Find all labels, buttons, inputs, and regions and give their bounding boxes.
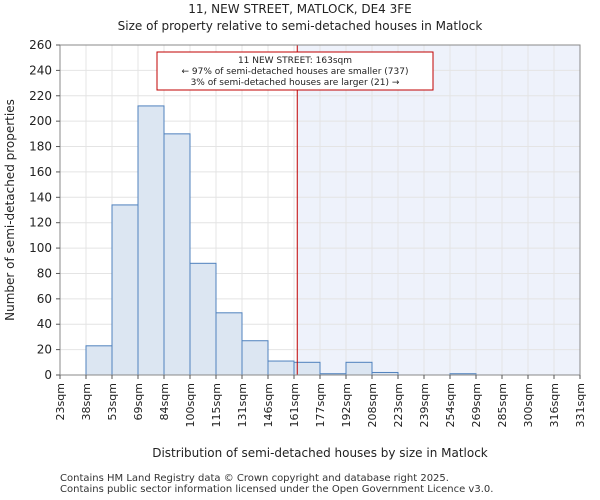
chart-title: 11, NEW STREET, MATLOCK, DE4 3FE — [188, 2, 412, 16]
x-tick-label: 269sqm — [470, 383, 483, 427]
y-tick-label: 260 — [29, 38, 52, 52]
x-tick-label: 177sqm — [314, 383, 327, 427]
annotation-line-3: 3% of semi-detached houses are larger (2… — [191, 78, 400, 88]
histogram-bar — [189, 262, 217, 376]
histogram-chart: 11 NEW STREET: 163sqm← 97% of semi-detac… — [3, 38, 587, 460]
x-tick-label: 239sqm — [418, 383, 431, 427]
y-tick-label: 240 — [29, 63, 52, 77]
footer-line-2: Contains public sector information licen… — [60, 484, 494, 495]
y-tick-label: 80 — [37, 266, 52, 280]
y-tick-label: 100 — [29, 241, 52, 255]
x-tick-label: 223sqm — [392, 383, 405, 427]
annotation-line-1: 11 NEW STREET: 163sqm — [238, 56, 352, 66]
histogram-bar — [267, 360, 295, 376]
histogram-bar — [85, 345, 113, 376]
y-tick-label: 200 — [29, 114, 52, 128]
histogram-bar — [137, 105, 165, 376]
x-tick-label: 100sqm — [184, 383, 197, 427]
x-tick-label: 84sqm — [158, 383, 171, 420]
y-tick-label: 180 — [29, 140, 52, 154]
histogram-bar — [163, 133, 191, 376]
x-tick-label: 38sqm — [80, 383, 93, 420]
x-tick-label: 331sqm — [574, 383, 587, 427]
y-tick-label: 60 — [37, 292, 52, 306]
histogram-bar — [215, 312, 243, 376]
annotation-box — [156, 51, 434, 91]
y-tick-label: 140 — [29, 190, 52, 204]
x-tick-label: 69sqm — [132, 383, 145, 420]
y-tick-label: 160 — [29, 165, 52, 179]
x-tick-label: 285sqm — [496, 383, 509, 427]
x-tick-label: 131sqm — [236, 383, 249, 427]
annotation-line-2: ← 97% of semi-detached houses are smalle… — [182, 67, 409, 77]
y-tick-label: 20 — [37, 343, 52, 357]
y-tick-label: 40 — [37, 317, 52, 331]
histogram-bar — [293, 361, 321, 376]
larger-region-highlight — [297, 45, 580, 375]
x-tick-label: 316sqm — [548, 383, 561, 427]
histogram-bar — [241, 340, 269, 376]
histogram-bar — [111, 204, 139, 376]
x-tick-label: 53sqm — [106, 383, 119, 420]
x-tick-label: 208sqm — [366, 383, 379, 427]
x-tick-label: 146sqm — [262, 383, 275, 427]
footer-line-1: Contains HM Land Registry data © Crown c… — [60, 473, 449, 484]
x-tick-label: 192sqm — [340, 383, 353, 427]
x-tick-label: 300sqm — [522, 383, 535, 427]
y-tick-label: 0 — [44, 368, 52, 382]
x-axis-title: Distribution of semi-detached houses by … — [152, 446, 488, 460]
x-tick-label: 254sqm — [444, 383, 457, 427]
chart-subtitle: Size of property relative to semi-detach… — [117, 19, 483, 33]
y-tick-label: 220 — [29, 89, 52, 103]
y-axis-title: Number of semi-detached properties — [3, 99, 17, 321]
histogram-bar — [345, 361, 373, 376]
x-tick-label: 115sqm — [210, 383, 223, 427]
y-tick-label: 120 — [29, 216, 52, 230]
x-tick-label: 23sqm — [54, 383, 67, 420]
x-tick-label: 161sqm — [288, 383, 301, 427]
